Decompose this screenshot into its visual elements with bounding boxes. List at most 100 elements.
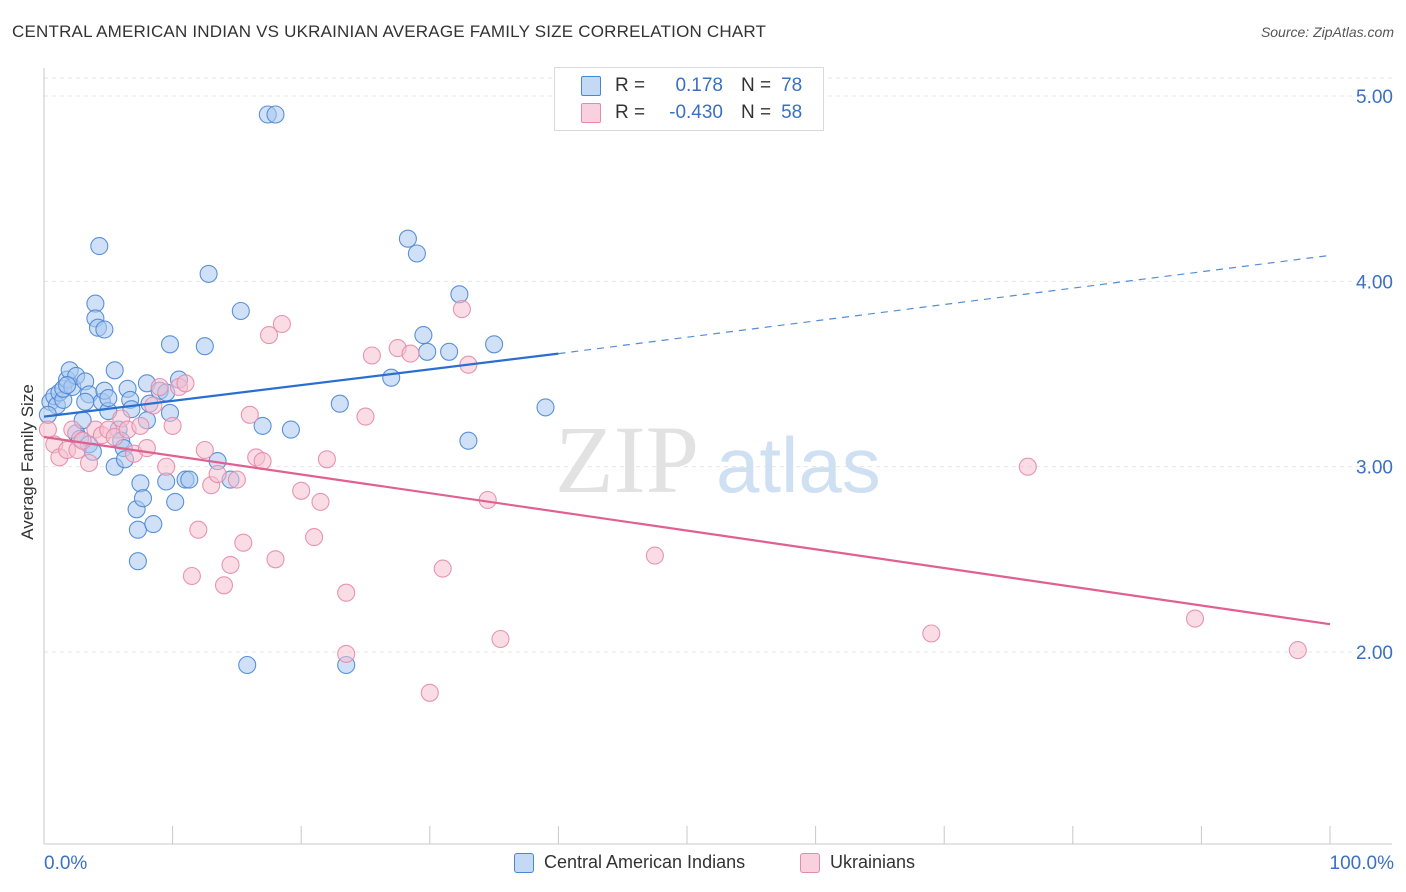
data-point <box>450 285 469 304</box>
axis-labels: 2.00 3.00 4.00 5.00 0.0% 100.0% Average Family… <box>18 87 1394 874</box>
data-point <box>95 320 114 339</box>
stats-row-blue: R = 0.178 N = 78 <box>581 73 802 99</box>
stats-row-pink: R = -0.430 N = 58 <box>581 100 802 126</box>
data-point <box>79 453 99 473</box>
watermark: ZIP atlas <box>555 406 881 513</box>
trend-line-central-american-indians <box>43 352 559 418</box>
trend-line-ukrainians <box>43 435 1331 626</box>
legend-swatch-blue <box>514 852 534 873</box>
data-point <box>76 392 95 411</box>
data-point <box>459 431 478 450</box>
x-tick-label: 100.0% <box>1330 853 1395 874</box>
stats-n-value: 78 <box>781 75 803 96</box>
data-point <box>195 337 214 356</box>
data-point <box>128 520 147 539</box>
trend-line-extrapolated <box>558 254 1331 355</box>
stats-swatch-blue <box>581 76 601 96</box>
data-point <box>214 576 234 595</box>
data-point <box>311 492 330 511</box>
data-point <box>63 420 82 439</box>
trend-lines <box>43 254 1331 626</box>
data-point <box>1288 641 1307 660</box>
stats-n-label: N = <box>741 75 772 96</box>
data-point <box>420 683 439 702</box>
data-point <box>99 389 118 408</box>
data-point <box>137 439 156 458</box>
watermark-atlas: atlas <box>716 421 881 509</box>
data-point <box>440 342 459 361</box>
data-point <box>208 465 227 484</box>
data-point <box>199 264 218 283</box>
data-point <box>195 440 214 460</box>
series-central-american-indians <box>38 105 555 675</box>
stats-r-label: R = <box>615 102 646 123</box>
stats-legend: R = 0.178 N = 78 R = -0.430 N = 58 <box>554 67 824 131</box>
data-point <box>150 377 169 397</box>
data-point <box>1185 609 1205 628</box>
data-point <box>58 376 77 395</box>
data-point <box>144 515 163 534</box>
data-point <box>238 655 257 675</box>
y-tick-label: 3.00 <box>1356 458 1393 479</box>
legend-label: Ukrainians <box>830 852 916 872</box>
data-point <box>645 546 664 565</box>
data-point <box>90 237 109 256</box>
data-point <box>105 361 124 380</box>
data-point <box>418 342 437 361</box>
bottom-legend: Central American Indians Ukrainians <box>0 852 1406 876</box>
legend-swatch-pink <box>800 852 820 873</box>
data-point <box>281 420 300 439</box>
data-point <box>272 314 291 334</box>
data-point <box>407 244 426 263</box>
data-point <box>401 344 420 363</box>
data-point <box>227 470 246 489</box>
data-point <box>176 374 195 393</box>
data-point <box>330 394 349 413</box>
data-point <box>337 644 356 663</box>
data-point <box>266 105 285 124</box>
data-point <box>317 450 336 469</box>
data-point <box>253 416 272 435</box>
data-point <box>292 481 311 500</box>
data-point <box>337 583 356 602</box>
data-point <box>221 555 240 574</box>
data-point <box>131 416 150 435</box>
data-point <box>356 407 375 426</box>
data-point <box>180 470 199 489</box>
stats-r-value: 0.178 <box>675 75 723 96</box>
data-point <box>922 624 941 643</box>
x-tick-label: 0.0% <box>44 853 87 874</box>
data-point <box>266 550 285 569</box>
legend-label: Central American Indians <box>544 852 746 872</box>
data-point <box>1018 457 1037 476</box>
stats-r-value: -0.430 <box>669 102 723 123</box>
axes <box>43 68 1392 845</box>
data-point <box>166 492 185 511</box>
data-point <box>128 552 147 571</box>
stats-n-label: N = <box>741 102 772 123</box>
legend-item-central-american-indians[interactable]: Central American Indians <box>514 852 745 873</box>
data-point <box>234 533 253 552</box>
series-ukrainians <box>38 300 1307 702</box>
data-point <box>240 405 259 424</box>
y-tick-label: 4.00 <box>1356 272 1393 293</box>
data-point <box>189 520 208 539</box>
y-tick-label: 5.00 <box>1356 87 1393 108</box>
legend-item-ukrainians[interactable]: Ukrainians <box>800 852 915 873</box>
stats-n-value: 58 <box>781 102 803 123</box>
watermark-zip: ZIP <box>555 406 699 513</box>
data-point <box>491 629 510 649</box>
data-point <box>398 229 417 248</box>
data-point <box>305 528 324 547</box>
source-label: Source: ZipAtlas.com <box>1260 24 1394 40</box>
y-axis-label: Average Family Size <box>18 384 37 540</box>
data-point <box>452 300 471 319</box>
data-point <box>382 368 401 387</box>
data-point <box>414 326 433 345</box>
data-point <box>163 416 182 435</box>
data-point <box>231 301 250 321</box>
data-point <box>536 398 555 417</box>
data-point <box>485 335 504 354</box>
data-point <box>362 346 381 365</box>
